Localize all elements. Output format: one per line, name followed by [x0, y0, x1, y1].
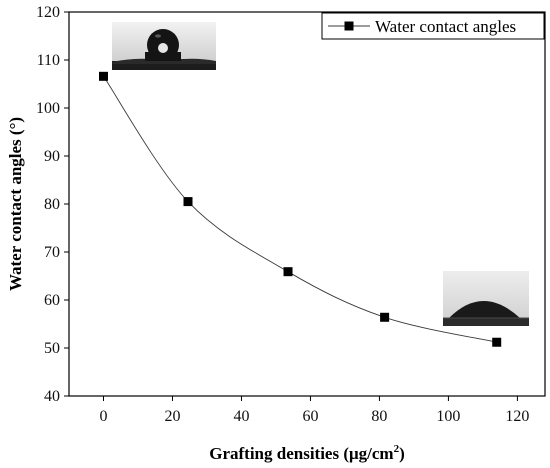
y-tick-label: 50 — [44, 340, 60, 357]
y-tick-label: 110 — [37, 52, 60, 69]
y-tick-label: 80 — [44, 196, 60, 213]
y-tick-label: 100 — [36, 100, 60, 117]
y-axis-title: Water contact angles (°) — [6, 117, 25, 291]
series-line-water-contact-angles — [103, 76, 497, 343]
data-point — [183, 197, 193, 207]
x-tick-label: 80 — [371, 408, 387, 425]
x-tick-label: 20 — [164, 408, 180, 425]
y-tick-label: 40 — [44, 388, 60, 405]
x-tick-label: 120 — [505, 408, 529, 425]
x-tick-label: 100 — [436, 408, 460, 425]
x-axis-title: Grafting densities (μg/cm2) — [209, 443, 405, 463]
legend-label: Water contact angles — [375, 17, 516, 36]
x-axis-ticks: 0 20 40 60 80 100 120 — [99, 396, 529, 425]
y-tick-label: 90 — [44, 148, 60, 165]
legend: Water contact angles — [321, 12, 545, 40]
x-axis-title-superscript: 2 — [394, 443, 400, 455]
x-tick-label: 60 — [302, 408, 318, 425]
legend-marker — [344, 21, 354, 31]
series-points-water-contact-angles — [98, 71, 502, 347]
data-point — [283, 267, 293, 277]
y-axis-ticks: 40 50 60 70 80 90 100 110 120 — [36, 4, 69, 405]
inset-droplet-high-angle — [112, 22, 216, 70]
y-tick-label: 120 — [36, 4, 60, 21]
data-point — [380, 312, 390, 322]
inset-droplet-low-angle — [443, 271, 529, 326]
x-tick-label: 0 — [99, 408, 107, 425]
x-tick-label: 40 — [233, 408, 249, 425]
y-tick-label: 70 — [44, 244, 60, 261]
y-tick-label: 60 — [44, 292, 60, 309]
data-point — [98, 71, 108, 81]
data-point — [492, 337, 502, 347]
